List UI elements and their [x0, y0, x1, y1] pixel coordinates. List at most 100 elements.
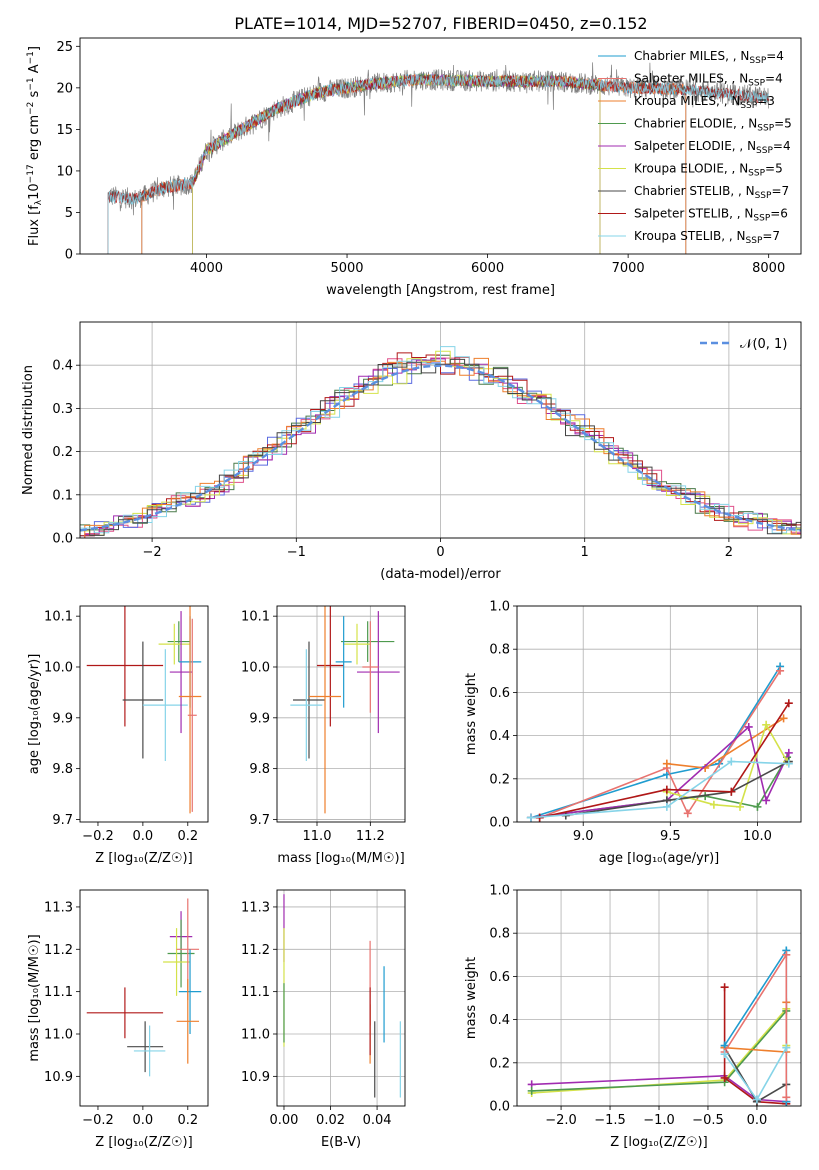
x-tick-label: −1 [287, 545, 306, 560]
y-tick-label: 5 [65, 206, 73, 221]
data-point [169, 611, 193, 734]
data-point [309, 606, 341, 814]
weight-marker [784, 699, 793, 708]
x-axis-label: age [log₁₀(age/yr)] [599, 851, 720, 866]
legend-nssp-value: =5 [774, 117, 792, 131]
x-tick-label: −0.2 [82, 829, 114, 844]
x-tick-label: −0.2 [82, 1113, 114, 1128]
legend-model-name: Kroupa MILES, [634, 94, 724, 108]
x-tick-label: 0.0 [747, 1113, 768, 1128]
weight-marker [779, 714, 788, 723]
scatter-plot [290, 606, 400, 814]
scatter-plot [86, 606, 202, 814]
legend-nssp-prefix: N [740, 49, 749, 63]
data-point [178, 606, 202, 814]
x-tick-label: 0.02 [316, 1113, 345, 1128]
data-point [362, 621, 379, 713]
weight-marker [709, 800, 718, 809]
x-tick-label: 0.04 [363, 1113, 392, 1128]
weight-marker [662, 785, 671, 794]
legend-nssp-sub: SSP [749, 56, 766, 66]
spectrum-legend: Chabrier MILES, , NSSP=4 Salpeter MILES, … [598, 49, 792, 246]
y-tick-label: 9.9 [249, 711, 270, 726]
legend-nssp-prefix: N [748, 117, 757, 131]
y-tick-label: 11.3 [44, 900, 73, 915]
y-tick-label: 9.8 [249, 762, 270, 777]
x-axis-label: Z [log₁₀(Z/Z☉)] [610, 1135, 707, 1150]
scatter-plot [86, 898, 202, 1077]
legend-nssp-prefix: N [737, 229, 746, 243]
weight-marker [662, 759, 671, 768]
legend-model-name: Chabrier ELODIE, [634, 117, 741, 131]
y-axis-label: Flux [fλ10−17 erg cm−2 s−1 A−1] [26, 46, 44, 246]
weight-series-line [539, 702, 790, 819]
x-tick-label: 9.5 [660, 829, 681, 844]
y-tick-label: 10.1 [241, 610, 270, 625]
legend-entry: Chabrier MILES, , NSSP=4 [634, 49, 784, 66]
data-point [293, 641, 325, 759]
weight-marker [753, 802, 762, 811]
x-tick-label: 0 [436, 545, 444, 560]
plot-frame [79, 37, 802, 255]
x-tick-label: 5000 [330, 261, 363, 276]
histogram-series [84, 357, 801, 538]
y-axis-label: Normed distribution [21, 365, 36, 495]
weight-marker [782, 1093, 791, 1102]
y-label-part: λ [34, 199, 44, 205]
data-point [163, 928, 191, 996]
model-spectrum-kroupa-elodie [191, 73, 601, 254]
panel-7: 0.00 0.02 0.04 10.9 11.0 11.1 11.2 11.3 E(B-V) [241, 889, 406, 1150]
y-tick-label: 0.2 [52, 445, 73, 460]
y-tick-label: 0.4 [489, 729, 510, 744]
y-tick-label: 11.1 [241, 985, 270, 1000]
data-point [187, 618, 197, 812]
legend-entry: Salpeter ELODIE, , NSSP=4 [634, 139, 791, 156]
plot-frame [276, 889, 406, 1107]
x-tick-label: −1.5 [594, 1113, 626, 1128]
y-tick-label: 0.1 [52, 488, 73, 503]
legend-nssp-value: =3 [757, 94, 775, 108]
x-tick-label: −2.0 [545, 1113, 577, 1128]
y-label-part: s [27, 90, 42, 101]
legend-nssp-sub: SSP [755, 191, 772, 201]
weight-marker [784, 759, 793, 768]
legend-entry: Chabrier ELODIE, , NSSP=5 [634, 117, 792, 134]
data-point [290, 649, 323, 762]
data-point [86, 606, 164, 727]
legend-entry: Kroupa STELIB, , NSSP=7 [634, 229, 780, 246]
y-tick-label: 0.4 [489, 1013, 510, 1028]
weight-marker [683, 809, 692, 818]
weight-series-line [565, 760, 790, 817]
legend-nssp-prefix: N [747, 139, 756, 153]
x-tick-label: 7000 [612, 261, 645, 276]
x-tick-label: 10.0 [743, 829, 772, 844]
weight-series-line [530, 760, 789, 819]
y-tick-label: 10.0 [241, 660, 270, 675]
plot-frame [516, 605, 802, 823]
data-point [357, 611, 400, 734]
x-tick-label: 0.2 [177, 829, 198, 844]
y-axis-label: mass weight [464, 957, 479, 1039]
legend-nssp-value: =5 [765, 162, 783, 176]
plot-frame [79, 889, 209, 1107]
x-tick-label: 6000 [471, 261, 504, 276]
y-tick-label: 10.0 [44, 660, 73, 675]
y-tick-label: 0.6 [489, 970, 510, 985]
legend-model-name: Salpeter ELODIE, [634, 139, 739, 153]
y-tick-label: 10.9 [241, 1070, 270, 1085]
panel-2: −2 −1 0 1 2 0.0 0.1 0.2 0.3 0.4 (data-model)/error… [21, 321, 802, 582]
weight-marker [662, 802, 671, 811]
weight-marker [776, 666, 785, 675]
y-tick-label: 0.8 [489, 643, 510, 658]
legend-model-name: Chabrier MILES, [634, 49, 733, 63]
weight-marker [744, 722, 753, 731]
y-tick-label: 9.9 [52, 711, 73, 726]
y-tick-label: 10 [56, 164, 73, 179]
data-point [167, 621, 191, 662]
plot-frame [79, 605, 209, 823]
weight-series-line [723, 1047, 787, 1103]
y-tick-label: 9.7 [52, 813, 73, 828]
y-tick-label: 1.0 [489, 884, 510, 899]
y-axis-label: age [log₁₀(age/yr)] [27, 654, 42, 775]
y-label-part: −2 [26, 102, 36, 115]
